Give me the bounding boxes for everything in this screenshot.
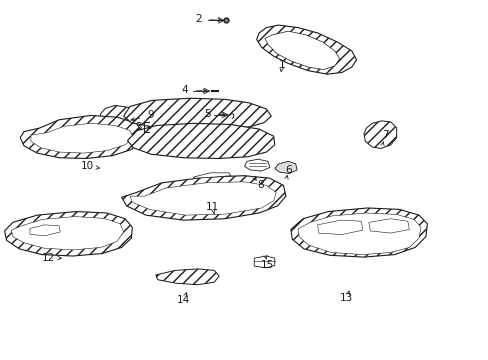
Text: 15: 15: [261, 260, 274, 270]
Polygon shape: [193, 173, 230, 178]
Text: 11: 11: [206, 202, 219, 212]
Polygon shape: [11, 217, 123, 250]
Text: 4: 4: [182, 85, 188, 95]
Polygon shape: [127, 123, 274, 158]
Polygon shape: [256, 25, 356, 74]
Polygon shape: [254, 256, 274, 268]
Text: 10: 10: [80, 161, 93, 171]
Text: 12: 12: [42, 253, 55, 263]
Polygon shape: [264, 31, 339, 69]
Polygon shape: [298, 213, 420, 255]
Text: 9: 9: [147, 111, 154, 121]
Text: 2: 2: [194, 14, 201, 24]
Polygon shape: [317, 220, 362, 234]
Polygon shape: [30, 225, 60, 235]
Polygon shape: [31, 123, 133, 153]
Polygon shape: [20, 116, 142, 158]
Text: 8: 8: [256, 180, 263, 190]
Polygon shape: [244, 159, 269, 171]
Polygon shape: [363, 121, 396, 148]
Text: 14: 14: [177, 295, 190, 305]
Polygon shape: [156, 269, 219, 285]
Text: 13: 13: [340, 293, 353, 303]
Text: 7: 7: [381, 130, 387, 140]
Polygon shape: [368, 219, 408, 233]
Polygon shape: [274, 161, 297, 174]
Text: 1: 1: [278, 59, 285, 69]
Polygon shape: [290, 208, 427, 257]
Polygon shape: [101, 105, 140, 127]
Text: 3: 3: [135, 122, 142, 132]
Polygon shape: [4, 212, 132, 256]
Polygon shape: [123, 98, 271, 129]
Polygon shape: [130, 182, 276, 215]
Text: 5: 5: [204, 109, 211, 119]
Polygon shape: [122, 176, 285, 220]
Text: 6: 6: [285, 165, 291, 175]
